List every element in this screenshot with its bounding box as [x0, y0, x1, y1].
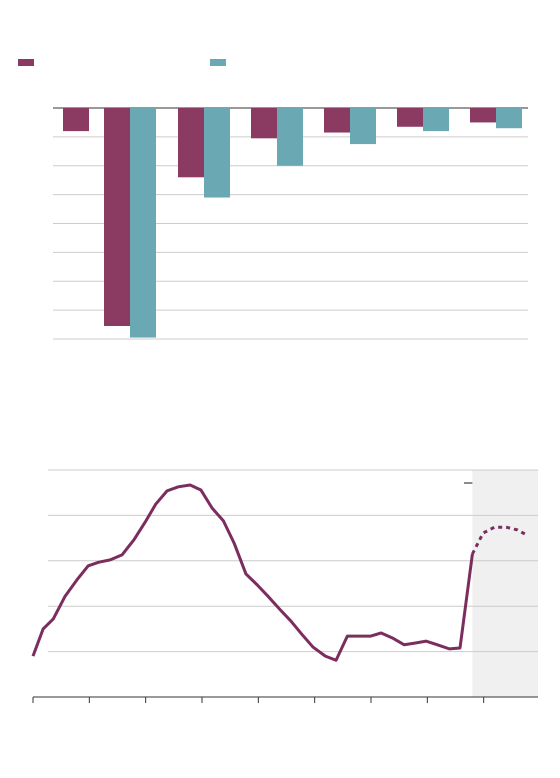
bar	[423, 108, 449, 132]
bar	[496, 108, 522, 129]
bar	[397, 108, 423, 127]
bar	[251, 108, 277, 139]
bar	[277, 108, 303, 166]
bar	[350, 108, 376, 145]
line	[471, 525, 529, 555]
bar	[104, 108, 130, 327]
bar	[470, 108, 496, 123]
legend-swatch	[18, 59, 34, 66]
bar	[178, 108, 204, 178]
bar	[130, 108, 156, 338]
line	[31, 483, 474, 662]
forecast-shade	[472, 470, 538, 697]
legend-swatch	[210, 59, 226, 66]
bar	[63, 108, 89, 132]
bar	[324, 108, 350, 133]
bar	[204, 108, 230, 198]
